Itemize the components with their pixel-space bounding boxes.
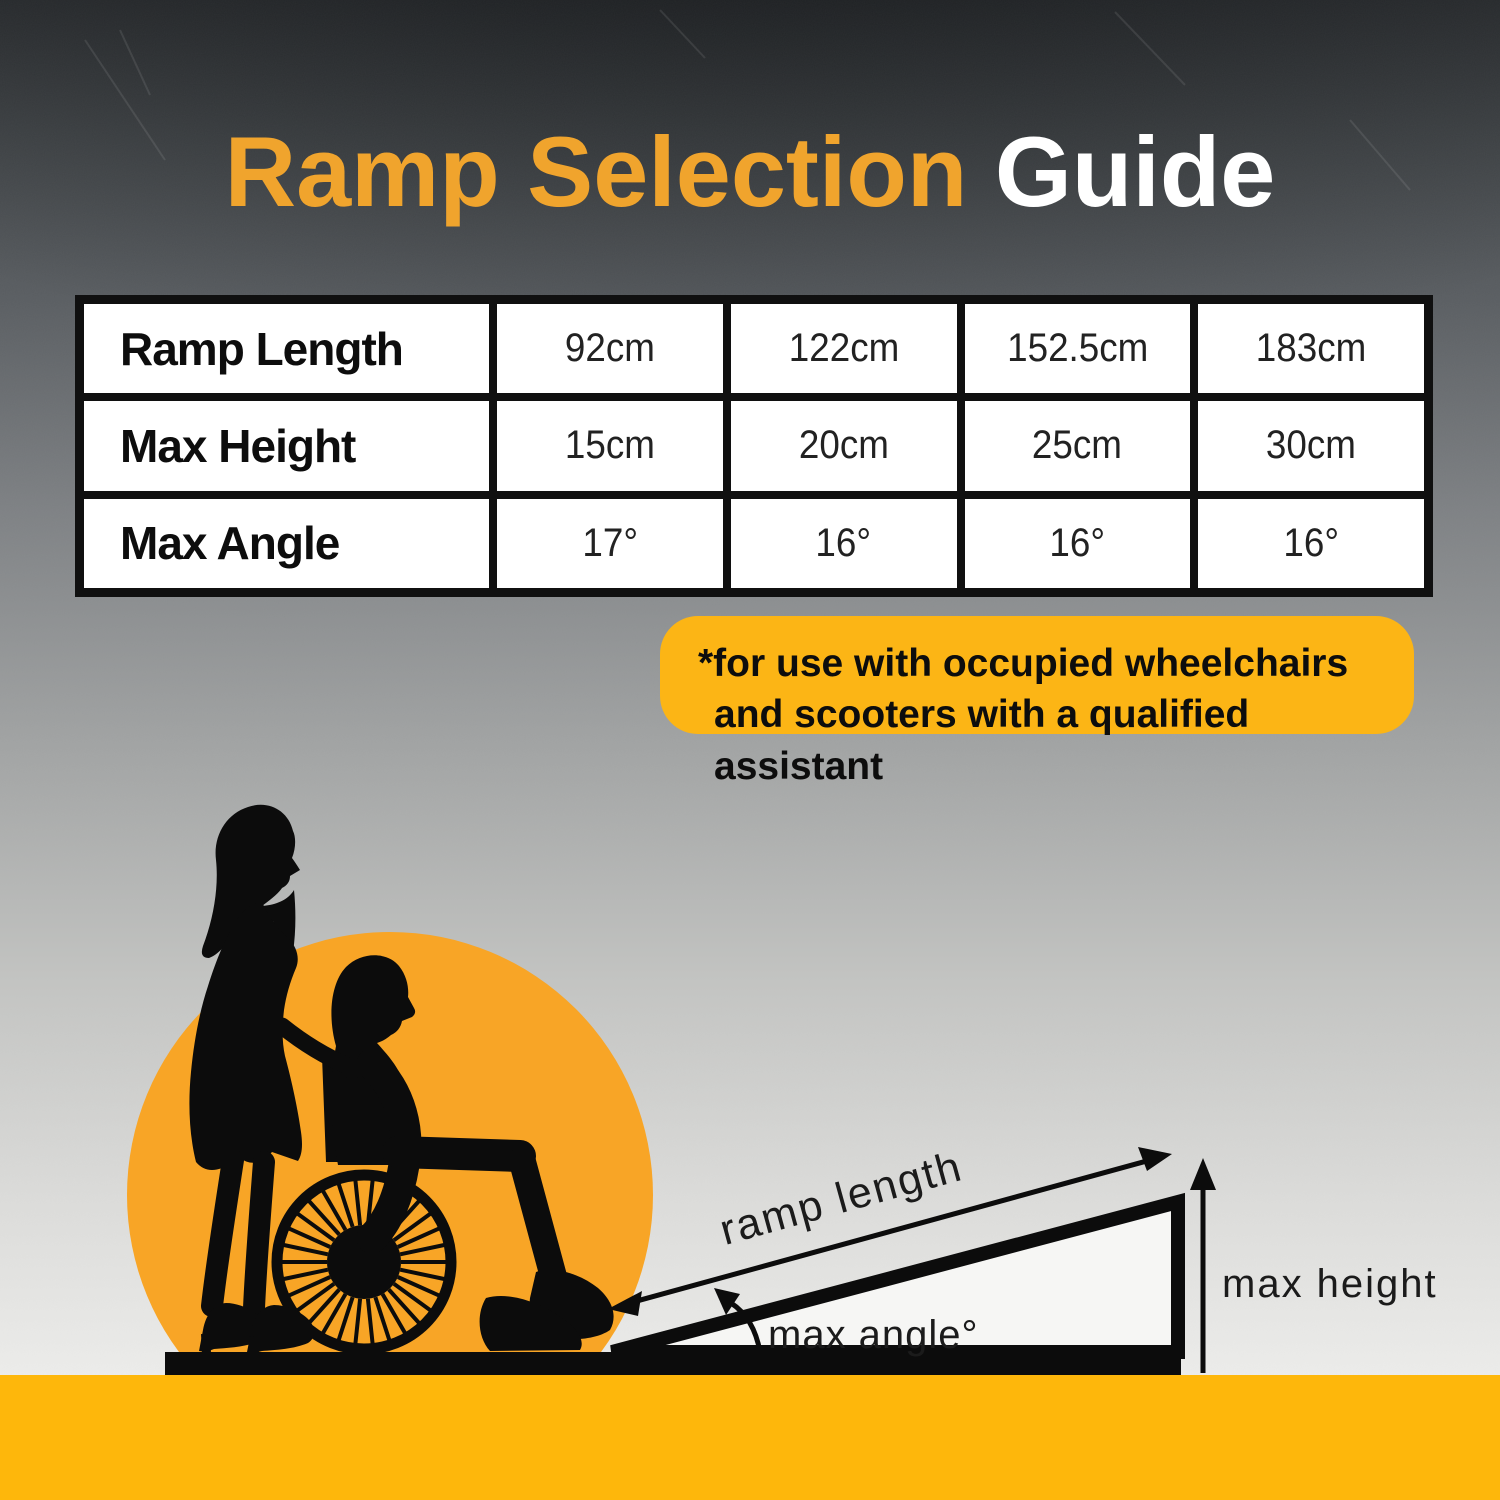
table-cell: 20cm <box>726 397 961 495</box>
page-title-rest <box>967 116 995 227</box>
spec-table: Ramp Length 92cm 122cm 152.5cm 183cm Max… <box>75 295 1433 597</box>
ramp-length-label: ramp length <box>715 1142 968 1254</box>
table-row-label: Ramp Length <box>80 300 493 398</box>
woman-leg-right <box>243 1151 275 1319</box>
table-cell: 30cm <box>1194 397 1428 495</box>
page-title: Ramp Selection Guide <box>0 122 1500 221</box>
usage-note-line1: *for use with occupied wheelchairs <box>698 642 1349 685</box>
table-cell: 17° <box>493 494 727 592</box>
table-cell: 122cm <box>726 300 961 398</box>
man-thigh <box>382 1136 536 1172</box>
usage-note: *for use with occupied wheelchairs and s… <box>660 616 1414 788</box>
usage-note-line2: and scooters with a qualified assistant <box>714 693 1250 788</box>
page-title-guide: Guide <box>994 116 1276 227</box>
woman-heel-left <box>201 1334 211 1353</box>
woman-heel-right <box>249 1336 259 1353</box>
table-cell: 16° <box>960 494 1195 592</box>
table-cell: 152.5cm <box>960 300 1195 398</box>
table-cell: 16° <box>726 494 961 592</box>
table-cell: 183cm <box>1194 300 1428 398</box>
max-height-label: max height <box>1222 1262 1438 1306</box>
bottom-orange-bar <box>0 1375 1500 1500</box>
max-angle-label: max angle° <box>768 1313 979 1357</box>
table-cell: 92cm <box>493 300 727 398</box>
table-row-label: Max Angle <box>80 494 493 592</box>
table-row-label: Max Height <box>80 397 493 495</box>
max-height-arrow <box>1190 1158 1216 1373</box>
table-cell: 15cm <box>493 397 727 495</box>
table-cell: 16° <box>1194 494 1428 592</box>
woman-hand <box>341 1057 363 1079</box>
table-cell: 25cm <box>960 397 1195 495</box>
page-title-highlight: Ramp Selection <box>224 116 968 227</box>
